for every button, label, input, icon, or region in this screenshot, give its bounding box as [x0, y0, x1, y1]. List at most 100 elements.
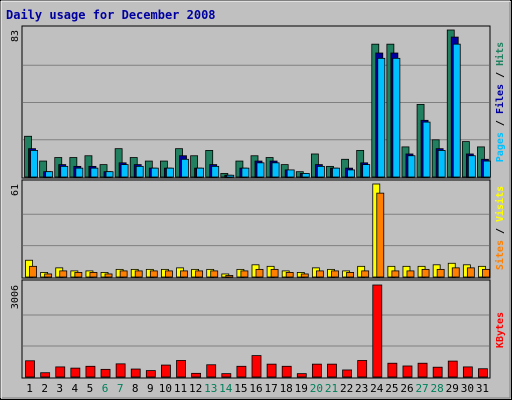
top-bar-pages-day-4	[75, 167, 84, 178]
top-bar-hits-day-13	[205, 150, 214, 178]
top-bar-pages-day-21	[332, 167, 340, 178]
x-tick-label-day-10: 10	[159, 382, 172, 395]
x-tick-label-day-12: 12	[189, 382, 202, 395]
middle-bar-sites-day-29	[451, 267, 460, 278]
x-tick-label-day-27: 27	[415, 382, 428, 395]
bottom-legend-entry-0: KBytes	[495, 312, 506, 348]
top-bar-pages-day-31	[483, 160, 491, 178]
top-bar-pages-day-3	[60, 165, 69, 178]
top-legend-entry-4: Hits	[494, 42, 506, 66]
bottom-bar-kbytes-day-21	[327, 363, 337, 378]
bottom-bar-kbytes-day-10	[161, 364, 171, 378]
top-bar-pages-day-6	[105, 171, 114, 178]
middle-bar-sites-day-24	[376, 192, 385, 278]
middle-bar-sites-day-2	[44, 273, 53, 278]
top-bar-pages-day-17	[271, 162, 280, 178]
top-bar-pages-day-11	[181, 158, 189, 178]
top-bar-pages-day-28	[437, 150, 446, 178]
bottom-bar-kbytes-day-16	[251, 355, 262, 378]
bottom-bar-kbytes-day-18	[281, 365, 292, 378]
middle-legend-entry-2: Visits	[494, 186, 506, 222]
bottom-bar-kbytes-day-23	[357, 360, 368, 378]
bottom-bar-kbytes-day-19	[296, 373, 307, 378]
middle-bar-sites-day-16	[255, 268, 264, 278]
middle-bar-sites-day-22	[346, 272, 354, 278]
grid-lines	[23, 64, 489, 347]
x-tick-label-day-6: 6	[102, 382, 109, 395]
middle-bar-sites-day-14	[225, 275, 234, 278]
top-bar-pages-day-30	[467, 155, 476, 178]
x-tick-label-day-9: 9	[147, 382, 154, 395]
x-tick-label-day-21: 21	[325, 382, 338, 395]
middle-bar-sites-day-27	[421, 268, 430, 278]
x-tick-label-day-31: 31	[476, 382, 489, 395]
middle-bar-sites-day-1	[29, 265, 37, 278]
x-tick-label-day-17: 17	[264, 382, 277, 395]
middle-bar-sites-day-23	[361, 270, 370, 278]
bottom-bar-kbytes-day-20	[311, 363, 322, 378]
bottom-bar-kbytes-day-17	[266, 363, 277, 378]
x-tick-label-day-23: 23	[355, 382, 368, 395]
top-legend-entry-1: /	[495, 114, 506, 132]
top-bar-pages-day-23	[362, 164, 371, 178]
middle-bar-sites-day-3	[59, 270, 68, 278]
bottom-bar-kbytes-day-6	[100, 368, 111, 378]
x-tick-label-day-30: 30	[461, 382, 474, 395]
middle-bar-sites-day-31	[482, 268, 490, 278]
top-legend: Pages / Files / Hits	[494, 42, 506, 162]
top-bar-hits-day-2	[39, 160, 48, 178]
top-bar-pages-day-10	[166, 167, 174, 178]
middle-bar-sites-day-15	[240, 270, 249, 278]
middle-bar-sites-day-12	[195, 270, 204, 278]
top-bar-pages-day-13	[211, 165, 220, 178]
top-bar-pages-day-20	[316, 165, 325, 178]
bar-marks	[24, 29, 491, 378]
x-tick-label-day-1: 1	[26, 382, 33, 395]
middle-bar-sites-day-20	[315, 270, 324, 278]
top-bar-pages-day-9	[150, 167, 159, 178]
middle-bar-sites-day-18	[285, 272, 294, 278]
bottom-bar-kbytes-day-29	[447, 360, 458, 378]
x-tick-label-day-8: 8	[132, 382, 139, 395]
bottom-bar-kbytes-day-26	[402, 365, 413, 378]
bottom-bar-kbytes-day-7	[115, 363, 126, 378]
top-bar-hits-day-6	[99, 164, 108, 178]
top-legend-entry-2: Files	[494, 84, 506, 114]
top-bar-pages-day-12	[196, 167, 205, 178]
bottom-bar-kbytes-day-3	[55, 366, 66, 378]
top-legend-entry-0: Pages	[495, 132, 506, 162]
x-tick-label-day-28: 28	[431, 382, 444, 395]
x-tick-label-day-4: 4	[72, 382, 79, 395]
top-bar-pages-day-5	[90, 167, 99, 178]
bottom-bar-kbytes-day-5	[85, 365, 96, 378]
x-tick-label-day-2: 2	[41, 382, 48, 395]
middle-bar-sites-day-26	[406, 270, 415, 278]
middle-bar-sites-day-8	[134, 270, 143, 278]
bottom-bar-kbytes-day-14	[221, 373, 232, 378]
top-bar-pages-day-26	[407, 155, 416, 178]
x-tick-label-day-18: 18	[280, 382, 293, 395]
top-bar-pages-day-22	[347, 169, 355, 178]
middle-bar-sites-day-17	[270, 268, 279, 278]
top-bar-pages-day-1	[30, 150, 38, 178]
top-bar-pages-day-27	[422, 121, 431, 178]
x-tick-label-day-29: 29	[446, 382, 459, 395]
top-bar-pages-day-24	[377, 57, 386, 178]
x-tick-label-day-16: 16	[249, 382, 262, 395]
top-bar-pages-day-29	[452, 43, 461, 178]
middle-legend-entry-0: Sites	[494, 240, 506, 270]
bottom-bar-kbytes-day-28	[432, 366, 443, 378]
chart-title: Daily usage for December 2008	[6, 8, 216, 22]
bottom-bar-kbytes-day-11	[176, 360, 186, 378]
x-tick-label-day-24: 24	[370, 382, 384, 395]
x-tick-label-day-15: 15	[234, 382, 247, 395]
bottom-bar-kbytes-day-15	[236, 365, 247, 378]
middle-bar-sites-day-28	[436, 268, 445, 278]
x-tick-label-day-25: 25	[385, 382, 398, 395]
top-bar-pages-day-8	[135, 165, 144, 178]
top-bar-pages-day-25	[392, 57, 401, 178]
top-bar-pages-day-14	[226, 174, 235, 178]
bottom-bar-kbytes-day-4	[70, 367, 81, 378]
